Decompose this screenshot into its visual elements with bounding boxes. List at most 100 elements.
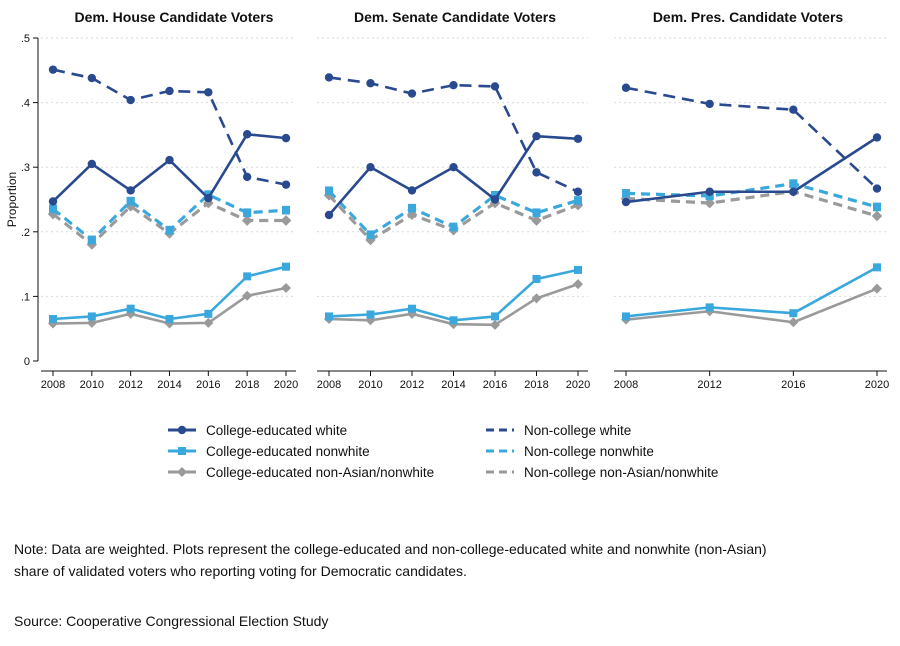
data-point [165,155,174,165]
data-point [449,80,458,90]
data-point [87,235,96,244]
data-point [242,215,253,226]
panel-title: Dem. Senate Candidate Voters [354,9,556,25]
data-point [281,180,291,189]
legend-label: College-educated non-Asian/nonwhite [206,465,434,480]
data-point [282,205,290,214]
data-point [622,189,630,198]
data-point [325,312,333,321]
data-point [49,315,57,324]
data-point [282,262,290,271]
data-point [873,263,881,272]
data-point [621,83,631,92]
data-point [366,163,375,172]
legend-item: College-educated non-Asian/nonwhite [168,465,434,480]
data-point [408,203,416,212]
y-tick-label: .4 [21,98,30,110]
data-point [281,133,291,143]
series-non-college-white [48,65,291,189]
x-tick-label: 2016 [781,379,805,391]
data-point [574,196,582,205]
series-line [328,268,579,322]
data-point [789,105,798,114]
series-line [625,266,878,318]
data-point [872,133,882,142]
data-point [449,222,458,231]
legend-label: Non-college non-Asian/nonwhite [524,465,718,480]
series-college-educated-nonwhite [622,179,881,211]
data-point [324,73,334,82]
x-tick-label: 2012 [118,379,142,391]
chart-panel-2: Dem. Senate Candidate Voters 2008 2010 2012… [317,9,590,391]
legend-item: Non-college nonwhite [486,444,654,459]
legend-item: Non-college non-Asian/nonwhite [486,465,718,480]
data-point [705,99,714,109]
panel-title: Dem. House Candidate Voters [75,9,274,25]
data-point [408,304,416,313]
data-point [324,210,334,220]
data-point [203,317,214,328]
legend: College-educated white Non-college white C… [168,423,718,480]
data-point [407,89,417,98]
chart-panel-1: Dem. House Candidate Voters 2008 2010 2012 2… [5,9,298,391]
x-tick-label: 2010 [358,379,382,391]
series-college-educated-non-asian-nonwhite-low- [621,283,882,328]
series-college-educated-white [324,131,583,220]
series-college-educated-white [48,130,291,206]
x-tick-label: 2010 [80,379,104,391]
data-point [165,315,174,324]
x-tick-label: 2008 [41,379,65,391]
data-point [126,304,135,313]
data-point [788,317,799,328]
legend-marker [178,447,186,455]
data-point [87,159,97,169]
legend-item: College-educated nonwhite [168,444,370,459]
x-tick-label: 2014 [157,379,181,391]
legend-item: Non-college white [486,423,631,438]
data-point [449,316,458,325]
series-college-educated-nonwhite [325,186,582,239]
series-non-college-white [621,83,882,193]
data-point [87,312,96,321]
data-point [366,79,375,88]
data-point [622,312,630,321]
x-tick-label: 2020 [566,379,590,391]
legend-label: Non-college white [524,423,631,438]
data-point [531,215,542,226]
data-point [165,225,174,234]
legend-label: Non-college nonwhite [524,444,654,459]
data-point [491,190,499,199]
data-point [789,309,798,318]
data-point [532,168,541,177]
data-point [873,202,881,211]
chart-source: Source: Cooperative Congressional Electi… [14,613,329,629]
data-point [204,194,213,203]
legend-item: College-educated white [168,423,347,438]
data-point [490,319,500,330]
data-point [532,131,541,141]
data-point [789,179,798,188]
y-tick-label: .3 [21,162,30,174]
data-point [449,163,458,172]
data-point [48,65,58,74]
x-tick-label: 2008 [317,379,341,391]
x-tick-label: 2008 [614,379,638,391]
x-tick-label: 2020 [865,379,889,391]
series-line [625,182,878,208]
x-tick-label: 2018 [235,379,259,391]
series-college-educated-non-asian-nonwhite [48,197,291,250]
data-point [872,210,882,221]
data-point [242,290,253,301]
y-tick-label: .5 [21,33,30,45]
x-tick-label: 2016 [196,379,220,391]
data-point [126,95,135,105]
data-point [490,82,500,91]
data-point [242,130,252,139]
data-point [204,309,213,318]
chart-panel-3: Dem. Pres. Candidate Voters 2008 2012 2016 2… [614,9,889,391]
series-line [625,86,878,190]
x-tick-label: 2016 [483,379,507,391]
data-point [491,312,499,321]
data-point [49,204,57,213]
series-college-educated-non-asian-nonwhite [324,189,583,245]
